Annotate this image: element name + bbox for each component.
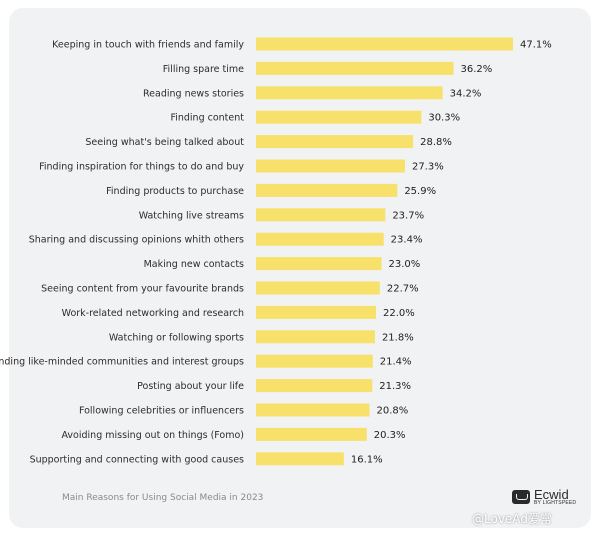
category-label: Seeing content from your favourite brand… [41, 284, 244, 295]
bar [256, 281, 380, 295]
shopping-bag-icon [512, 490, 530, 504]
bar [256, 305, 377, 319]
value-label: 23.0% [388, 259, 420, 270]
category-label: Keeping in touch with friends and family [52, 40, 244, 51]
bar [256, 354, 373, 368]
watermark: @LoveAd爱常 [472, 512, 552, 526]
bar [256, 37, 513, 51]
bar [256, 110, 422, 124]
value-label: 27.3% [412, 162, 444, 173]
category-label: Watching live streams [139, 210, 244, 221]
category-label: Posting about your life [137, 381, 244, 392]
bar [256, 61, 454, 75]
bar [256, 135, 414, 149]
value-label: 22.7% [387, 284, 419, 295]
bar [256, 208, 386, 222]
bar [256, 183, 398, 197]
bar [256, 86, 443, 100]
value-label: 23.7% [392, 210, 424, 221]
brand-subtitle: BY LIGHTSPEED [534, 500, 577, 506]
category-label: Finding content [170, 113, 244, 124]
value-label: 20.8% [376, 406, 408, 417]
value-label: 28.8% [420, 137, 452, 148]
bar [256, 379, 373, 393]
value-label: 25.9% [404, 186, 436, 197]
category-label: Avoiding missing out on things (Fomo) [61, 430, 244, 441]
category-label: Finding products to purchase [106, 186, 244, 197]
category-label: Following celebrities or influencers [79, 406, 244, 417]
brand-name: Ecwid [534, 487, 569, 502]
value-label: 21.8% [382, 332, 414, 343]
value-label: 23.4% [391, 235, 423, 246]
value-label: 47.1% [520, 40, 552, 51]
category-label: Sharing and discussing opinions whith ot… [29, 235, 244, 246]
value-label: 16.1% [351, 454, 383, 465]
category-label: Finding inspiration for things to do and… [39, 162, 244, 173]
category-label: Making new contacts [144, 259, 244, 270]
bar [256, 403, 370, 417]
category-label: Finding like-minded communities and inte… [0, 357, 244, 368]
chart-caption: Main Reasons for Using Social Media in 2… [62, 493, 264, 503]
bar [256, 159, 405, 173]
bar [256, 257, 382, 271]
bar [256, 330, 375, 344]
value-label: 21.3% [379, 381, 411, 392]
category-label: Supporting and connecting with good caus… [30, 454, 244, 465]
category-label: Watching or following sports [109, 332, 244, 343]
value-label: 30.3% [428, 113, 460, 124]
category-label: Filling spare time [163, 64, 244, 75]
bar [256, 452, 344, 466]
category-label: Work-related networking and research [62, 308, 244, 319]
value-label: 36.2% [461, 64, 493, 75]
bar [256, 427, 367, 441]
bar [256, 232, 384, 246]
value-label: 21.4% [380, 357, 412, 368]
category-label: Seeing what's being talked about [85, 137, 244, 148]
brand-logo: Ecwid BY LIGHTSPEED [512, 488, 576, 506]
value-label: 22.0% [383, 308, 415, 319]
value-label: 20.3% [374, 430, 406, 441]
category-label: Reading news stories [143, 88, 244, 99]
value-label: 34.2% [450, 88, 482, 99]
